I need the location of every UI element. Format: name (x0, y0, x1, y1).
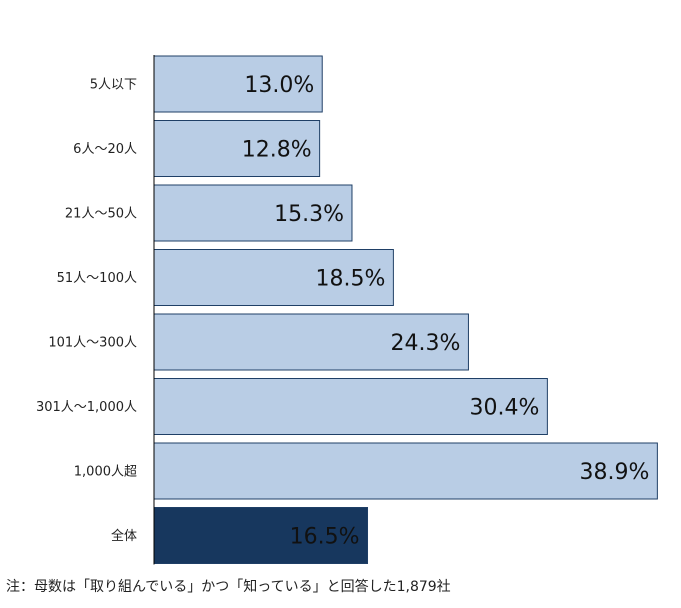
category-label-5: 301人～1,000人 (36, 400, 137, 415)
category-label-7: 全体 (111, 528, 137, 544)
footnote: 注：母数は「取り組んでいる」かつ「知っている」と回答した1,879社 (6, 579, 451, 595)
bar-2 (153, 184, 353, 242)
bar-1 (153, 120, 321, 177)
category-label-6: 1,000人超 (74, 465, 137, 480)
category-label-2: 21人～50人 (65, 207, 137, 222)
value-label-6: 38.9% (579, 460, 649, 485)
category-label-3: 51人～100人 (57, 271, 137, 286)
bar-3 (153, 249, 394, 306)
bar-6 (153, 442, 658, 500)
value-label-1: 12.8% (242, 138, 312, 163)
bars-group (153, 55, 658, 564)
value-label-7: 16.5% (290, 525, 360, 550)
category-label-4: 101人～300人 (48, 336, 137, 351)
bar-4 (153, 313, 469, 371)
value-label-4: 24.3% (391, 331, 461, 356)
bar-5 (153, 378, 548, 435)
value-label-3: 18.5% (315, 267, 385, 292)
value-label-2: 15.3% (274, 202, 344, 227)
value-label-5: 30.4% (469, 396, 539, 421)
value-labels-group: 13.0% 12.8% 15.3% 18.5% 24.3% 30.4% 38.9% 16.5% (242, 73, 650, 550)
bar-0 (153, 55, 323, 113)
value-label-0: 13.0% (244, 73, 314, 98)
category-labels-group: 5人以下 6人～20人 21人～50人 51人～100人 101人～300人 301人～1… (36, 78, 137, 545)
category-label-0: 5人以下 (90, 78, 137, 93)
category-label-1: 6人～20人 (73, 142, 137, 157)
